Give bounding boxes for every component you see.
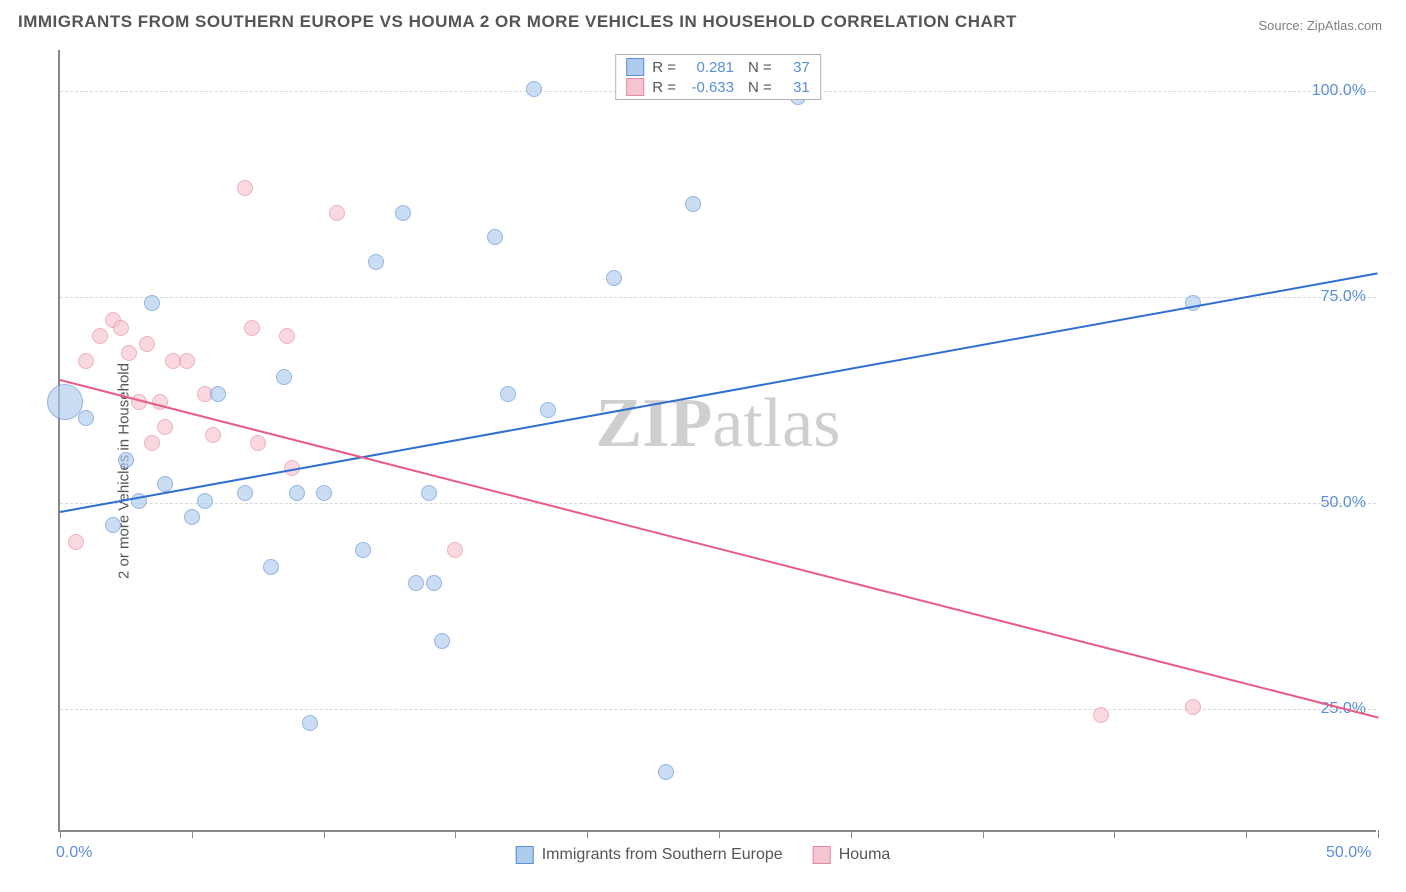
plot-area: ZIPatlas R = 0.281 N = 37 R = -0.633 N =…	[58, 50, 1376, 832]
scatter-point-pink	[179, 353, 195, 369]
scatter-point-pink	[68, 534, 84, 550]
scatter-point-blue	[210, 386, 226, 402]
scatter-point-blue	[500, 386, 516, 402]
y-tick-label: 75.0%	[1321, 288, 1366, 306]
scatter-point-blue	[540, 402, 556, 418]
scatter-point-pink	[279, 328, 295, 344]
legend-swatch-pink	[626, 78, 644, 96]
y-tick-label: 100.0%	[1312, 82, 1366, 100]
scatter-point-pink	[244, 320, 260, 336]
scatter-point-blue	[1185, 295, 1201, 311]
scatter-point-blue	[289, 485, 305, 501]
scatter-point-pink	[447, 542, 463, 558]
correlation-legend: R = 0.281 N = 37 R = -0.633 N = 31	[615, 54, 821, 100]
scatter-point-blue	[302, 715, 318, 731]
scatter-point-pink	[237, 180, 253, 196]
watermark: ZIPatlas	[596, 384, 841, 464]
scatter-point-blue	[197, 493, 213, 509]
scatter-point-pink	[1185, 699, 1201, 715]
gridline	[60, 297, 1376, 298]
chart-title: IMMIGRANTS FROM SOUTHERN EUROPE VS HOUMA…	[18, 12, 1017, 32]
scatter-point-blue	[144, 295, 160, 311]
x-tick	[192, 830, 193, 838]
legend-swatch-blue	[626, 58, 644, 76]
trend-line-pink	[60, 379, 1378, 718]
scatter-point-blue	[263, 559, 279, 575]
legend-item-pink: Houma	[813, 846, 891, 864]
scatter-point-blue	[237, 485, 253, 501]
r-value-blue: 0.281	[684, 59, 734, 76]
x-tick	[587, 830, 588, 838]
scatter-point-pink	[157, 419, 173, 435]
scatter-point-pink	[92, 328, 108, 344]
scatter-point-pink	[78, 353, 94, 369]
x-tick	[1246, 830, 1247, 838]
scatter-point-blue	[316, 485, 332, 501]
scatter-point-blue	[105, 517, 121, 533]
scatter-point-blue	[658, 764, 674, 780]
x-tick	[851, 830, 852, 838]
scatter-point-pink	[205, 427, 221, 443]
scatter-point-blue	[355, 542, 371, 558]
scatter-point-blue	[421, 485, 437, 501]
scatter-point-pink	[1093, 707, 1109, 723]
x-tick	[1378, 830, 1379, 838]
legend-row-blue: R = 0.281 N = 37	[616, 57, 820, 77]
legend-label-blue: Immigrants from Southern Europe	[542, 846, 783, 864]
n-value-pink: 31	[780, 79, 810, 96]
scatter-point-blue	[426, 575, 442, 591]
scatter-point-pink	[121, 345, 137, 361]
scatter-point-blue	[526, 81, 542, 97]
legend-swatch-blue	[516, 846, 534, 864]
scatter-point-blue	[184, 509, 200, 525]
series-legend: Immigrants from Southern Europe Houma	[516, 846, 891, 864]
scatter-point-blue	[434, 633, 450, 649]
scatter-point-blue	[78, 410, 94, 426]
r-value-pink: -0.633	[684, 79, 734, 96]
scatter-point-blue	[47, 384, 83, 420]
chart-container: 2 or more Vehicles in Household ZIPatlas…	[0, 50, 1406, 892]
x-tick	[983, 830, 984, 838]
n-label: N =	[748, 59, 772, 76]
x-tick-label: 50.0%	[1326, 844, 1371, 862]
x-tick-label: 0.0%	[56, 844, 92, 862]
gridline	[60, 709, 1376, 710]
n-value-blue: 37	[780, 59, 810, 76]
x-tick	[1114, 830, 1115, 838]
gridline	[60, 503, 1376, 504]
scatter-point-blue	[395, 205, 411, 221]
watermark-light: atlas	[712, 385, 840, 462]
source-attribution: Source: ZipAtlas.com	[1258, 18, 1382, 33]
x-tick	[324, 830, 325, 838]
scatter-point-blue	[408, 575, 424, 591]
scatter-point-blue	[118, 452, 134, 468]
y-tick-label: 50.0%	[1321, 494, 1366, 512]
scatter-point-blue	[685, 196, 701, 212]
x-tick	[60, 830, 61, 838]
n-label: N =	[748, 79, 772, 96]
x-tick	[455, 830, 456, 838]
scatter-point-blue	[606, 270, 622, 286]
legend-label-pink: Houma	[839, 846, 891, 864]
scatter-point-pink	[113, 320, 129, 336]
r-label: R =	[652, 59, 676, 76]
scatter-point-pink	[329, 205, 345, 221]
x-tick	[719, 830, 720, 838]
scatter-point-pink	[250, 435, 266, 451]
scatter-point-pink	[139, 336, 155, 352]
legend-row-pink: R = -0.633 N = 31	[616, 77, 820, 97]
scatter-point-blue	[368, 254, 384, 270]
legend-swatch-pink	[813, 846, 831, 864]
trend-line-blue	[60, 272, 1378, 513]
legend-item-blue: Immigrants from Southern Europe	[516, 846, 783, 864]
scatter-point-blue	[276, 369, 292, 385]
scatter-point-blue	[487, 229, 503, 245]
scatter-point-pink	[144, 435, 160, 451]
r-label: R =	[652, 79, 676, 96]
